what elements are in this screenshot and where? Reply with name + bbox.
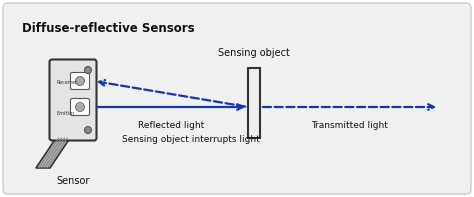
Text: Reflected light: Reflected light <box>138 121 204 130</box>
FancyBboxPatch shape <box>3 3 471 194</box>
FancyBboxPatch shape <box>71 98 90 115</box>
Text: Transmitted light: Transmitted light <box>311 121 388 130</box>
Text: Receiver: Receiver <box>57 80 78 85</box>
FancyBboxPatch shape <box>49 59 97 140</box>
Circle shape <box>75 76 84 85</box>
Circle shape <box>84 67 91 73</box>
Text: Sensing object interrupts light: Sensing object interrupts light <box>122 135 260 144</box>
Text: Sensor: Sensor <box>56 176 90 186</box>
Circle shape <box>75 102 84 112</box>
Text: Sensing object: Sensing object <box>218 48 290 58</box>
Polygon shape <box>36 138 70 168</box>
Text: Diffuse-reflective Sensors: Diffuse-reflective Sensors <box>22 22 195 35</box>
FancyBboxPatch shape <box>71 72 90 89</box>
Text: Emitter: Emitter <box>57 111 75 115</box>
Circle shape <box>84 126 91 134</box>
Bar <box>248 68 260 138</box>
